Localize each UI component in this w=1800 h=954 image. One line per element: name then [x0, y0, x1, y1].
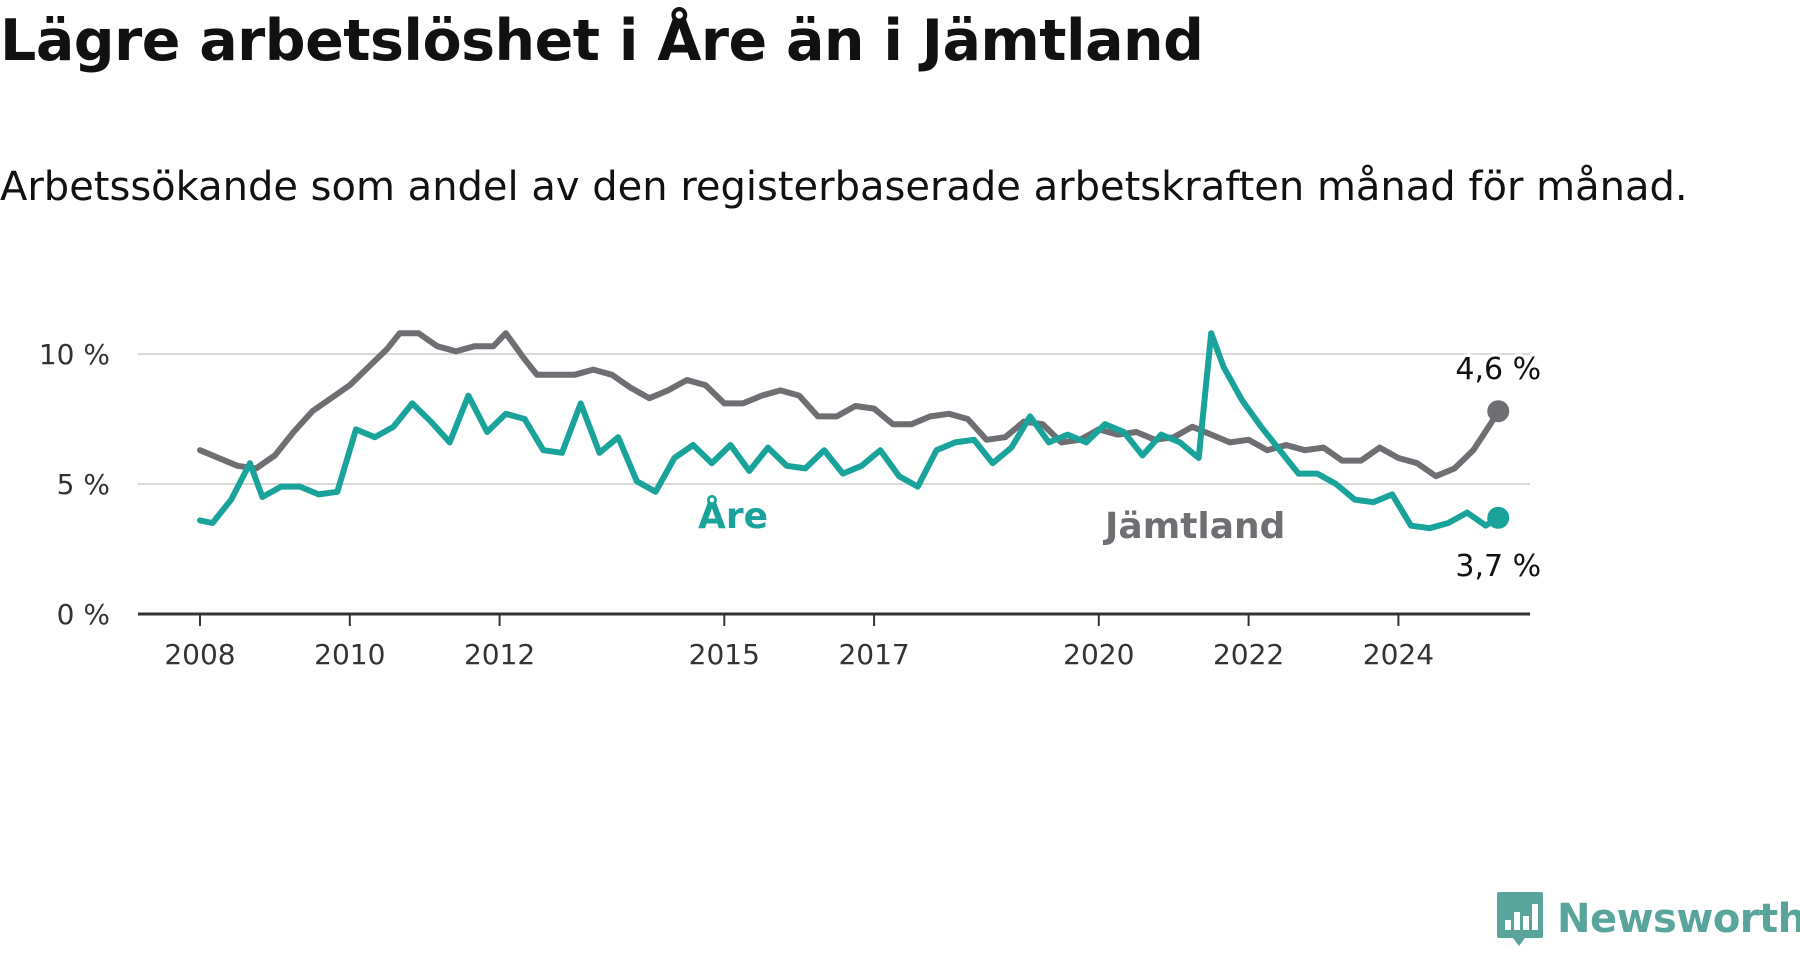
x-tick-label: 2010	[314, 638, 385, 671]
brand-name: Newsworthy	[1557, 896, 1800, 942]
end-point-are	[1487, 506, 1510, 529]
y-axis-ticks: 0 % 5 % 10 %	[39, 338, 110, 631]
x-tick-label: 2015	[689, 638, 760, 671]
x-tick-label: 2017	[838, 638, 909, 671]
y-tick-label: 10 %	[39, 338, 110, 371]
x-tick-label: 2012	[464, 638, 535, 671]
end-value-label-are: 3,7 %	[1455, 549, 1541, 584]
chart-subtitle: Arbetssökande som andel av den registerb…	[0, 164, 1688, 210]
grid-lines	[138, 353, 1530, 485]
y-tick-label: 5 %	[57, 468, 110, 501]
newsworthy-brand: Newsworthy	[1495, 884, 1800, 954]
end-value-label-jamtland: 4,6 %	[1455, 352, 1541, 387]
chart-title: Lägre arbetslöshet i Åre än i Jämtland	[0, 8, 1204, 74]
x-tick-label: 2020	[1063, 638, 1134, 671]
x-tick-label: 2024	[1363, 638, 1434, 671]
series-line-jamtland	[197, 330, 1502, 480]
series-lines	[197, 330, 1510, 532]
series-line-are	[197, 330, 1502, 532]
y-tick-label: 0 %	[57, 598, 110, 631]
series-label-jamtland: Jämtland	[1102, 506, 1285, 547]
newsworthy-logo-icon	[1497, 892, 1543, 946]
x-axis-ticks: 2008 2010 2012 2015 2017 2020 2022 2024	[164, 614, 1434, 671]
end-point-jamtland	[1487, 400, 1510, 423]
series-label-are: Åre	[698, 495, 768, 537]
x-tick-label: 2008	[164, 638, 235, 671]
series-labels: Åre Jämtland 4,6 % 3,7 %	[694, 349, 1544, 587]
x-tick-label: 2022	[1213, 638, 1284, 671]
